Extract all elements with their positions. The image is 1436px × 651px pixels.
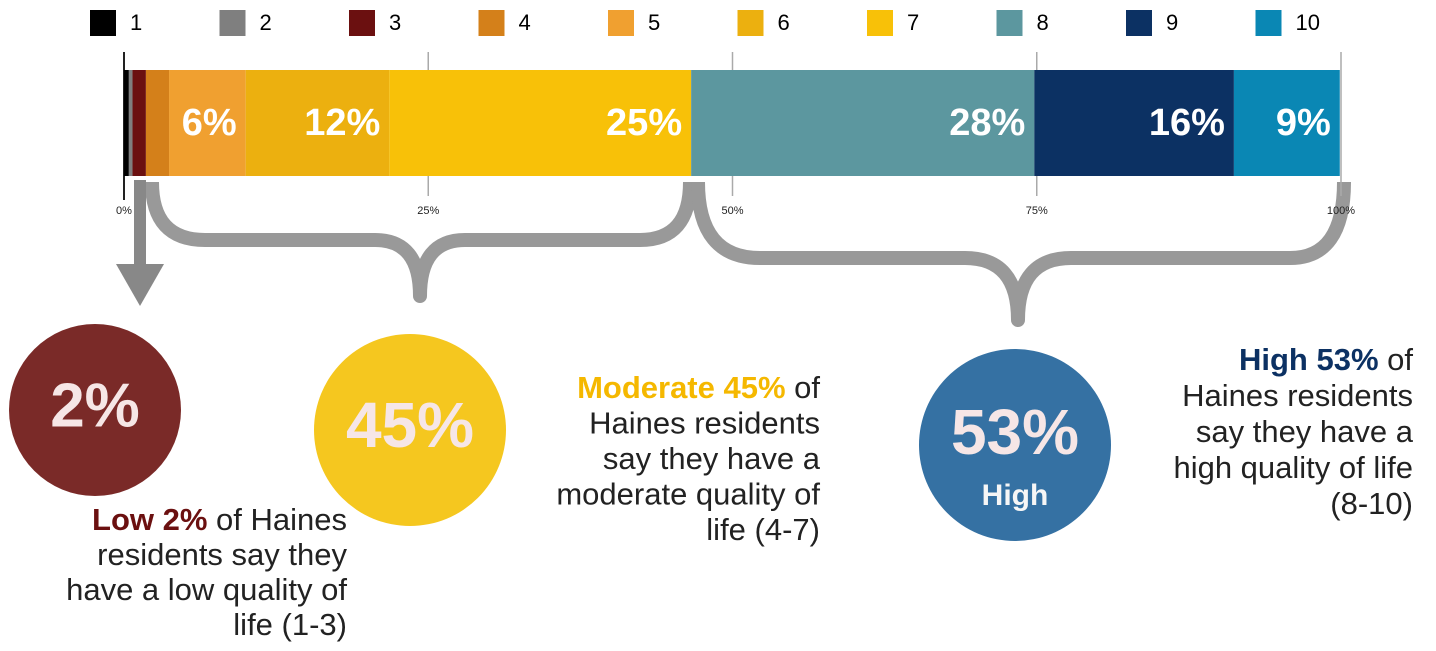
bar-value-label: 16% — [1149, 102, 1225, 144]
low-arrow-head — [116, 264, 164, 306]
legend-swatch — [1255, 10, 1282, 36]
bar-segment — [124, 70, 129, 176]
bar-value-label: 12% — [304, 102, 380, 144]
group-text-line: life (1-3) — [233, 607, 347, 642]
high-brace — [691, 181, 1351, 327]
bar-segment — [389, 70, 692, 176]
group-circle-sublabel: High — [982, 479, 1049, 512]
legend-label: 4 — [519, 10, 531, 35]
group-text-line: have a low quality of — [66, 572, 347, 607]
group-text-line: say they have a — [1196, 414, 1414, 449]
group-text-line: high quality of life — [1173, 450, 1413, 485]
group-circle — [9, 324, 181, 496]
group-circle-label: 45% — [346, 389, 474, 461]
braces — [145, 181, 1351, 327]
group-text-line: (8-10) — [1330, 486, 1413, 521]
group-lead: Moderate 45% — [577, 370, 785, 405]
group-lead: High 53% — [1239, 342, 1379, 377]
group-text-line: moderate quality of — [556, 477, 820, 512]
bar-segment — [691, 70, 1035, 176]
legend-label: 3 — [389, 10, 401, 35]
legend-swatch — [219, 10, 246, 36]
bar-segment — [169, 70, 246, 176]
legend-label: 10 — [1296, 10, 1320, 35]
x-tick-label: 75% — [1026, 205, 1048, 217]
group-circle — [314, 334, 506, 526]
bar-segment — [132, 70, 146, 176]
x-tick-label: 0% — [116, 205, 132, 217]
bar-segment — [128, 70, 133, 176]
legend-swatch — [1126, 10, 1152, 36]
legend-label: 8 — [1037, 10, 1049, 35]
bar-value-label: 9% — [1276, 102, 1331, 144]
legend-label: 1 — [130, 10, 142, 35]
group-text-first: Low 2% of Haines — [92, 502, 347, 537]
group-circle-label: 2% — [50, 371, 140, 440]
bar-value-label: 25% — [606, 102, 682, 144]
legend-label: 9 — [1166, 10, 1178, 35]
legend-swatch — [867, 10, 893, 36]
x-tick-label: 50% — [721, 205, 743, 217]
group-text-line: Haines residents — [589, 406, 820, 441]
group-text-line: residents say they — [97, 537, 347, 572]
group-circle-label: 53% — [951, 396, 1079, 468]
bar-value-label: 6% — [182, 102, 237, 144]
bar-segment — [1034, 70, 1234, 176]
x-tick-label: 100% — [1327, 205, 1355, 217]
group-text: of — [1379, 342, 1414, 377]
bar-value-label: 28% — [949, 102, 1025, 144]
group-circle — [919, 349, 1111, 541]
legend-swatch — [737, 10, 764, 36]
legend-swatch — [996, 10, 1023, 36]
group-text: of — [786, 370, 821, 405]
group-text: of Haines — [207, 502, 347, 537]
legend-swatch — [349, 10, 375, 36]
legend-swatch — [608, 10, 634, 36]
group-text-line: life (4-7) — [706, 512, 820, 547]
group-text-line: Haines residents — [1182, 378, 1413, 413]
group-text-line: say they have a — [603, 441, 821, 476]
bar-segment — [245, 70, 390, 176]
group-text-first: Moderate 45% of — [577, 370, 820, 405]
group-lead: Low 2% — [92, 502, 207, 537]
legend-label: 6 — [778, 10, 790, 35]
x-tick-label: 25% — [417, 205, 439, 217]
legend-label: 2 — [260, 10, 272, 35]
legend-label: 7 — [907, 10, 919, 35]
legend-label: 5 — [648, 10, 660, 35]
moderate-brace — [145, 181, 697, 303]
legend-swatch — [478, 10, 505, 36]
legend-swatch — [90, 10, 116, 36]
bar-segment — [145, 70, 170, 176]
group-text-first: High 53% of — [1239, 342, 1413, 377]
bar-segment — [1233, 70, 1340, 176]
